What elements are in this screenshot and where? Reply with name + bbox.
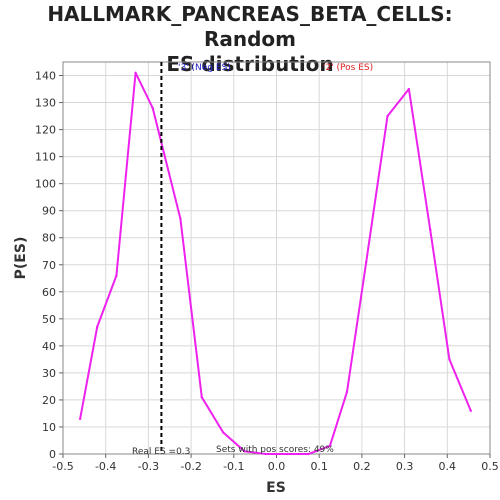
es-data-point [285,452,289,456]
es-data-point [307,452,310,456]
x-tick-label: -0.3 [138,460,159,473]
x-tick-label: 0.4 [439,460,457,473]
chart-title-line-2: ES distribution [166,52,334,76]
es-data-point [429,228,432,231]
real-es-label: Real ES =0.3 [132,447,190,457]
es-data-point [95,325,99,329]
x-tick-label: 0.2 [353,460,371,473]
x-tick-label: -0.1 [223,460,244,473]
es-data-point [115,274,118,277]
y-tick-label: 70 [42,259,56,272]
es-data-point [134,71,137,75]
es-data-point [243,450,246,453]
es-data-point [386,114,389,118]
x-tick-label: -0.2 [180,460,201,473]
x-tick-label: -0.4 [95,460,116,473]
y-tick-label: 130 [35,97,56,110]
y-tick-label: 110 [35,151,56,164]
y-tick-label: 100 [35,178,56,191]
y-tick-label: 140 [35,70,56,83]
y-tick-label: 90 [42,205,56,218]
y-tick-label: 0 [49,448,56,461]
x-tick-label: -0.5 [52,460,73,473]
es-data-point [469,409,472,412]
series-layer [78,71,472,456]
es-distribution-line [79,71,472,455]
x-tick-label: 0.5 [481,460,499,473]
es-data-point [448,358,451,361]
axis-layer: -0.5 -0.4 -0.3 -0.2 -0.1 0.0 0.1 0.2 0.3 0.4 0.5 0 1… [35,70,499,473]
y-tick-label: 120 [35,124,56,137]
y-tick-label: 10 [42,421,56,434]
pos-scores-label: Sets with pos scores: 49% [216,445,334,455]
y-tick-label: 20 [42,394,56,407]
es-data-point [345,390,349,394]
neg-es-label: '3' (Neg ES) [178,63,231,73]
es-data-point [151,106,154,110]
y-tick-label: 80 [42,232,56,245]
es-data-point [364,260,368,264]
chart-title-line-1: HALLMARK_PANCREAS_BETA_CELLS: Random [47,2,453,51]
annotation-layer: '3' (Neg ES) '2' (Pos ES) Real ES =0.3 Sets… [132,62,373,457]
x-axis-title: ES [266,480,286,496]
y-tick-label: 30 [42,367,56,380]
y-tick-label: 60 [42,286,56,299]
es-data-point [179,217,182,220]
y-axis-title: P(ES) [13,237,29,280]
x-tick-label: 0.1 [310,460,328,473]
es-data-point [328,444,332,448]
es-data-point [264,452,268,456]
chart-title: HALLMARK_PANCREAS_BETA_CELLS: Random ES … [0,2,500,77]
grid-layer [62,62,491,455]
x-tick-label: 0.3 [396,460,414,473]
y-tick-label: 50 [42,313,56,326]
x-tick-label: 0.0 [268,460,286,473]
es-data-point [221,431,225,434]
y-tick-label: 40 [42,340,56,353]
es-data-point [407,87,411,91]
es-data-point [78,417,82,421]
pos-es-label: '2' (Pos ES) [323,63,373,73]
es-data-point [200,396,203,399]
